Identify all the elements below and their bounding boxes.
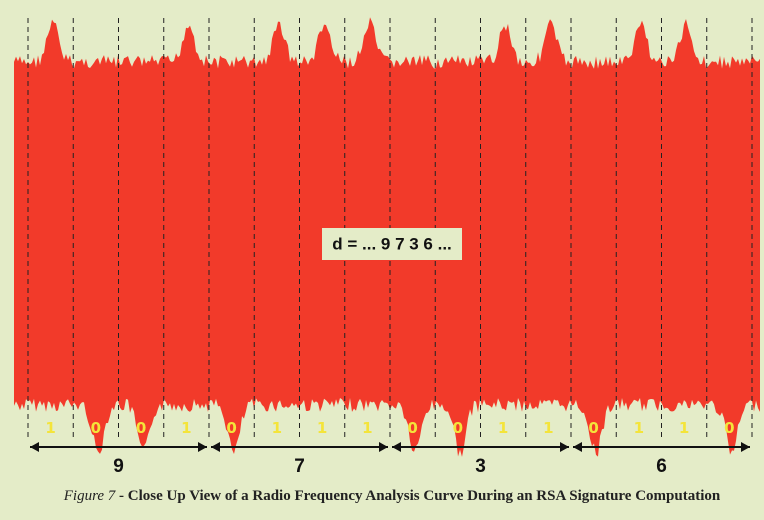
caption-label: Figure 7 bbox=[63, 488, 117, 504]
bit-label: 1 bbox=[317, 419, 327, 437]
bit-label: 0 bbox=[453, 419, 463, 437]
digit-label: 9 bbox=[113, 456, 124, 477]
digit-label: 7 bbox=[294, 456, 305, 477]
caption-text: - Close Up View of a Radio Frequency Ana… bbox=[115, 488, 721, 504]
bit-label: 0 bbox=[588, 419, 598, 437]
bit-label: 0 bbox=[226, 419, 236, 437]
digit-label: 3 bbox=[475, 456, 486, 477]
bit-label: 0 bbox=[724, 419, 734, 437]
bit-label: 1 bbox=[543, 419, 553, 437]
caption: Figure 7 - Close Up View of a Radio Freq… bbox=[63, 488, 721, 504]
bit-label: 1 bbox=[679, 419, 689, 437]
bit-label: 1 bbox=[634, 419, 644, 437]
bit-label: 1 bbox=[45, 419, 55, 437]
figure: d = ... 9 7 3 6 ... 1 0 0 1 0 1 1 1 0 0 1 1 0 1 1 0 9 7 3… bbox=[0, 0, 764, 520]
figure-canvas: d = ... 9 7 3 6 ... 1 0 0 1 0 1 1 1 0 0 1 1 0 1 1 0 9 7 3… bbox=[0, 0, 764, 520]
bit-label: 1 bbox=[498, 419, 508, 437]
bit-label: 1 bbox=[362, 419, 372, 437]
bit-label: 0 bbox=[407, 419, 417, 437]
bit-label: 0 bbox=[136, 419, 146, 437]
bit-label: 0 bbox=[91, 419, 101, 437]
digit-label: 6 bbox=[656, 456, 667, 477]
bit-label: 1 bbox=[181, 419, 191, 437]
bit-label: 1 bbox=[272, 419, 282, 437]
annotation: d = ... 9 7 3 6 ... bbox=[332, 234, 452, 253]
